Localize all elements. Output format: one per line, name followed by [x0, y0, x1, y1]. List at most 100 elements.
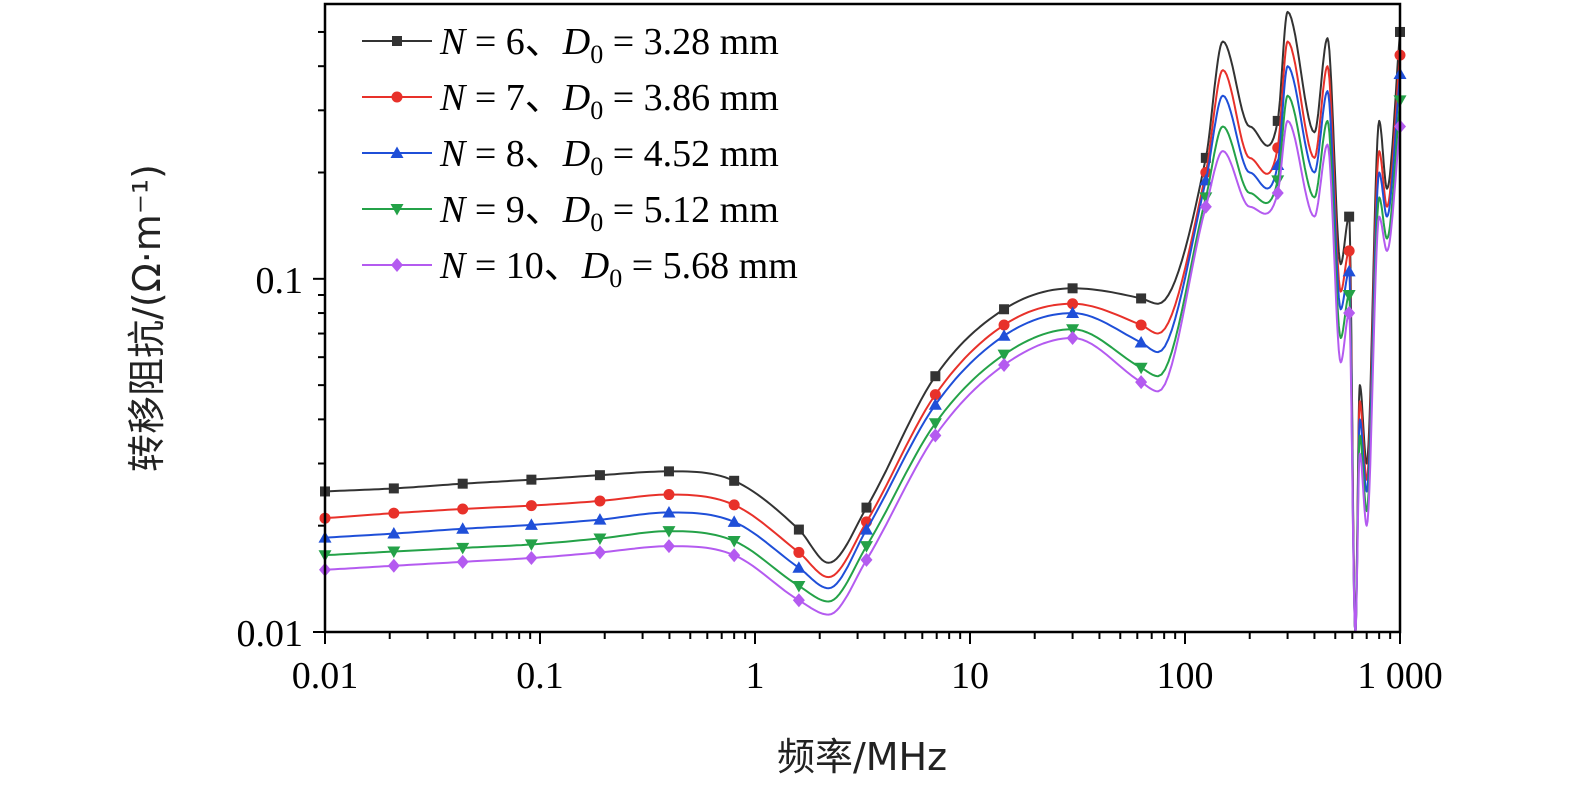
series-line — [324, 94, 1401, 633]
data-point — [727, 515, 741, 527]
series-2 — [319, 40, 1406, 633]
legend-label: N = 8、D0 = 4.52 mm — [439, 133, 779, 181]
data-point — [526, 474, 537, 485]
data-point — [928, 398, 942, 410]
data-point — [792, 561, 806, 573]
data-point — [1199, 199, 1212, 214]
series-line — [324, 119, 1401, 633]
data-point — [928, 418, 942, 430]
data-point — [662, 505, 676, 518]
legend-label: N = 7、D0 = 3.86 mm — [439, 77, 779, 125]
series-5 — [319, 119, 1406, 633]
x-tick-label: 1 — [746, 655, 765, 697]
data-point — [998, 358, 1011, 373]
tick-labels: 0.01 0.1 1 10 100 1 000 0.01 0.1 — [237, 260, 1443, 697]
legend-label: N = 6、D0 = 3.28 mm — [439, 21, 779, 69]
legend-label: N = 9、D0 = 5.12 mm — [439, 189, 779, 237]
legend-marker — [391, 258, 403, 272]
data-point — [1342, 289, 1356, 302]
data-point — [1134, 362, 1148, 375]
data-point — [1136, 293, 1147, 304]
data-point — [929, 389, 941, 401]
data-point — [1066, 330, 1079, 345]
data-point — [793, 524, 804, 535]
data-point — [997, 349, 1011, 362]
data-point — [662, 526, 676, 538]
data-point — [524, 539, 538, 551]
x-tick-label: 10 — [951, 655, 989, 697]
data-point — [793, 546, 805, 558]
data-point — [728, 499, 740, 511]
data-point — [594, 495, 606, 507]
data-point — [929, 428, 942, 443]
data-point — [859, 523, 873, 535]
data-point — [593, 513, 607, 525]
legend-item: N = 7、D0 = 3.86 mm — [362, 77, 779, 125]
data-point — [525, 500, 537, 512]
y-tick-label: 0.01 — [237, 613, 304, 655]
data-point — [524, 518, 538, 530]
legend-label: N = 10、D0 = 5.68 mm — [439, 245, 798, 293]
legend-marker — [392, 36, 402, 46]
data-point — [1067, 283, 1078, 294]
data-point — [1343, 245, 1355, 257]
data-point — [1200, 152, 1211, 163]
data-point — [662, 539, 675, 554]
data-point — [861, 502, 872, 513]
series-4 — [318, 94, 1407, 633]
data-point — [663, 489, 675, 501]
data-point — [1067, 298, 1079, 310]
legend-item: N = 10、D0 = 5.68 mm — [362, 245, 798, 293]
data-point — [930, 371, 941, 382]
data-point — [594, 470, 605, 481]
x-tick-label: 1 000 — [1357, 655, 1443, 697]
data-point — [525, 551, 538, 566]
data-point — [1134, 336, 1148, 348]
plot-frame — [323, 2, 1402, 634]
plot-area — [318, 10, 1407, 633]
data-point — [388, 483, 399, 494]
data-point — [792, 580, 806, 593]
data-point — [860, 552, 873, 567]
data-point — [792, 593, 805, 608]
data-point — [387, 558, 400, 573]
data-point — [1135, 319, 1147, 331]
legend: N = 6、D0 = 3.28 mm N = 7、D0 = 3.86 mm N = … — [362, 21, 798, 293]
data-point — [1342, 264, 1356, 277]
data-point — [997, 329, 1011, 341]
data-point — [1344, 211, 1355, 222]
data-point — [457, 503, 469, 515]
data-point — [1272, 115, 1283, 126]
legend-marker — [391, 91, 403, 103]
data-point — [728, 548, 741, 563]
legend-item: N = 9、D0 = 5.12 mm — [362, 189, 779, 237]
data-point — [388, 507, 400, 519]
data-point — [663, 466, 674, 477]
data-point — [456, 542, 470, 555]
axis-ticks — [313, 30, 1401, 644]
data-point — [999, 304, 1010, 315]
data-point — [593, 545, 606, 560]
legend-item: N = 6、D0 = 3.28 mm — [362, 21, 779, 69]
data-point — [727, 535, 741, 548]
data-point — [1135, 375, 1148, 390]
data-point — [456, 522, 470, 534]
data-point — [998, 319, 1010, 331]
legend-marker — [390, 204, 404, 216]
x-tick-label: 0.01 — [292, 655, 359, 697]
x-tick-label: 100 — [1157, 655, 1214, 697]
data-point — [1271, 185, 1284, 200]
data-point — [729, 475, 740, 486]
legend-marker — [390, 146, 404, 158]
data-point — [387, 546, 401, 559]
legend-item: N = 8、D0 = 4.52 mm — [362, 133, 779, 181]
y-tick-label: 0.1 — [256, 260, 304, 302]
data-point — [456, 554, 469, 569]
data-point — [457, 478, 468, 489]
x-tick-label: 0.1 — [516, 655, 564, 697]
data-point — [1066, 324, 1080, 336]
data-point — [859, 541, 873, 553]
data-point — [387, 527, 401, 539]
data-point — [1066, 306, 1080, 319]
